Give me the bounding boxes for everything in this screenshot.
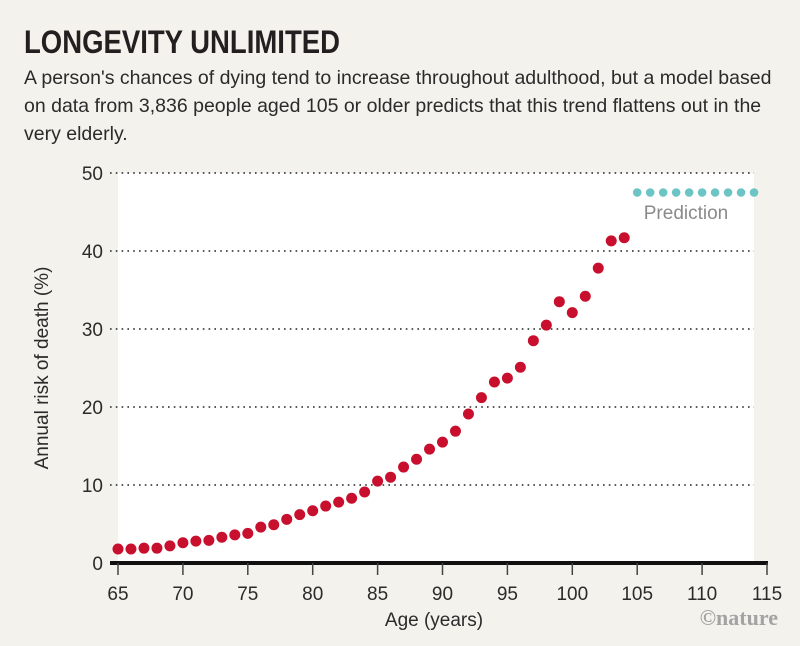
observed-point xyxy=(618,232,630,244)
x-axis-title: Age (years) xyxy=(385,610,483,631)
x-tick-label: 80 xyxy=(302,584,323,605)
observed-point xyxy=(125,543,137,555)
observed-point xyxy=(514,361,526,373)
observed-point xyxy=(359,486,371,498)
prediction-label: Prediction xyxy=(644,203,729,224)
observed-point xyxy=(411,453,423,465)
observed-point xyxy=(164,540,176,552)
observed-point xyxy=(437,436,448,448)
observed-point xyxy=(333,496,345,508)
observed-point xyxy=(605,235,617,247)
x-tick-label: 100 xyxy=(556,584,588,605)
data-points xyxy=(112,188,759,555)
observed-point xyxy=(462,408,474,420)
plot-area xyxy=(118,173,754,563)
chart-subtitle: A person's chances of dying tend to incr… xyxy=(24,67,772,145)
x-tick-label: 85 xyxy=(367,584,388,605)
observed-point xyxy=(242,527,254,539)
observed-point xyxy=(190,535,202,547)
x-tick-label: 105 xyxy=(621,584,653,605)
observed-point xyxy=(138,542,150,554)
observed-point xyxy=(281,513,293,525)
y-tick-label: 50 xyxy=(82,164,103,185)
observed-point xyxy=(320,500,332,512)
x-tick-label: 115 xyxy=(752,584,782,605)
observed-point xyxy=(216,531,228,543)
observed-point xyxy=(112,543,124,555)
observed-point xyxy=(488,376,500,388)
observed-point xyxy=(229,529,241,541)
observed-point xyxy=(307,505,319,517)
observed-point xyxy=(372,475,384,487)
y-axis-title: Annual risk of death (%) xyxy=(32,267,53,470)
observed-point xyxy=(346,492,358,504)
x-tick-label: 75 xyxy=(237,584,258,605)
observed-point xyxy=(566,307,578,319)
chart-title: LONGEVITY UNLIMITED xyxy=(24,24,340,60)
observed-point xyxy=(501,372,513,384)
prediction-point xyxy=(645,188,655,197)
observed-point xyxy=(592,262,604,274)
observed-point xyxy=(475,392,487,404)
observed-point xyxy=(255,521,267,533)
observed-point xyxy=(294,509,306,521)
x-tick-label: 70 xyxy=(172,584,193,605)
observed-point xyxy=(449,425,461,437)
nature-credit: ©nature xyxy=(700,605,779,630)
observed-point xyxy=(177,537,189,549)
observed-point xyxy=(268,519,280,531)
observed-point xyxy=(398,461,410,473)
observed-point xyxy=(203,534,215,546)
y-tick-label: 10 xyxy=(82,476,103,497)
observed-point xyxy=(579,290,591,302)
prediction-point xyxy=(632,188,642,197)
prediction-point xyxy=(671,188,681,197)
prediction-point xyxy=(697,188,707,197)
x-tick-label: 90 xyxy=(432,584,453,605)
x-tick-label: 65 xyxy=(107,584,128,605)
y-tick-label: 40 xyxy=(82,242,103,263)
prediction-point xyxy=(736,188,746,197)
prediction-point xyxy=(749,188,759,197)
y-tick-label: 30 xyxy=(82,320,103,341)
y-tick-label: 0 xyxy=(92,554,103,575)
y-tick-label: 20 xyxy=(82,398,103,419)
observed-point xyxy=(553,296,565,308)
x-tick-label: 95 xyxy=(497,584,518,605)
prediction-point xyxy=(658,188,668,197)
prediction-point xyxy=(684,188,694,197)
observed-point xyxy=(151,542,163,554)
observed-point xyxy=(527,335,539,347)
observed-point xyxy=(424,443,436,455)
prediction-point xyxy=(723,188,733,197)
observed-point xyxy=(385,471,397,483)
observed-point xyxy=(540,319,552,331)
y-tick-labels: 0 10 20 30 40 50 xyxy=(82,164,103,575)
x-tick-label: 110 xyxy=(687,584,717,605)
x-ticks: 65 70 75 80 85 90 95 100 105 110 115 xyxy=(107,563,782,605)
prediction-point xyxy=(710,188,720,197)
